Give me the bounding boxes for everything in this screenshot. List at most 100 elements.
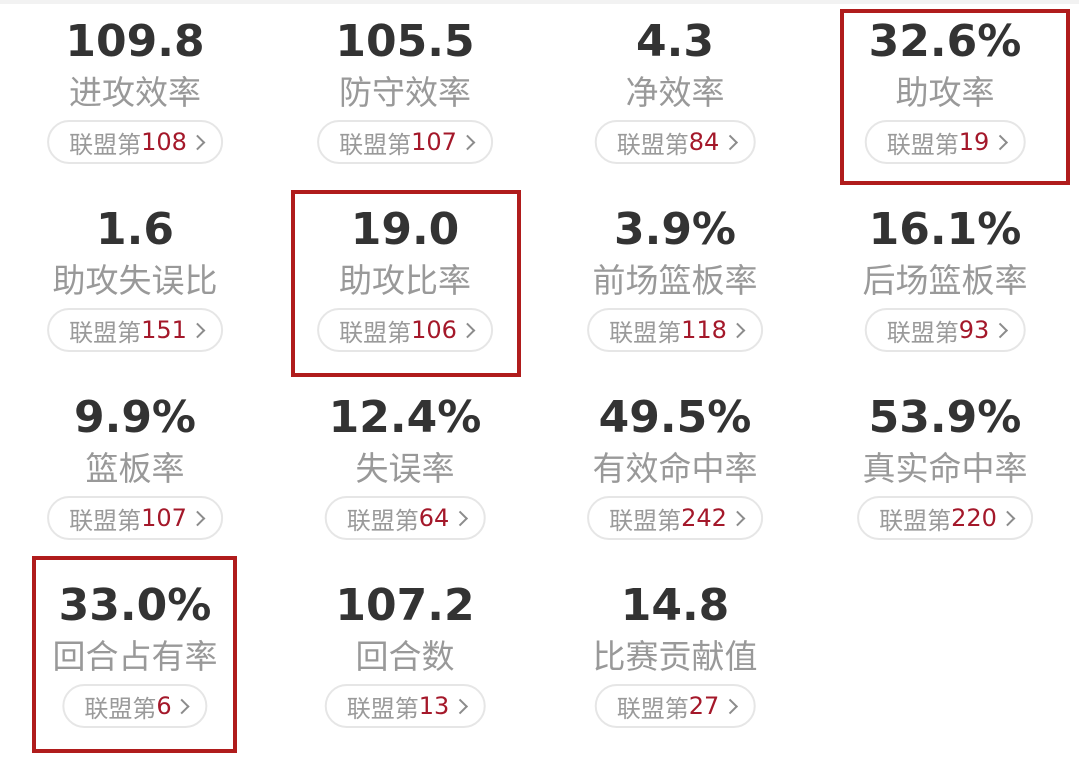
league-rank-button[interactable]: 联盟第 64	[324, 496, 486, 540]
stat-value: 12.4%	[328, 392, 482, 443]
stat-value: 1.6	[96, 204, 174, 255]
rank-number: 220	[951, 504, 997, 532]
stat-value: 53.9%	[868, 392, 1022, 443]
stat-label: 有效命中率	[592, 449, 758, 488]
rank-number: 27	[688, 692, 720, 720]
chevron-right-icon	[451, 510, 468, 527]
league-rank-button[interactable]: 联盟第 107	[317, 120, 493, 164]
stat-card-turnover-rate: 12.4% 失误率 联盟第 64	[270, 376, 540, 564]
league-rank-button[interactable]: 联盟第 6	[62, 684, 208, 728]
rank-number: 106	[411, 316, 457, 344]
stat-label: 失误率	[355, 449, 455, 488]
highlight-box-assist-percentage	[840, 9, 1070, 185]
league-rank-button[interactable]: 联盟第 106	[317, 308, 493, 352]
stat-value: 19.0	[350, 204, 460, 255]
league-rank-button[interactable]: 联盟第 242	[587, 496, 763, 540]
rank-prefix: 联盟第	[616, 694, 689, 723]
chevron-right-icon	[721, 698, 738, 715]
chevron-right-icon	[999, 510, 1016, 527]
chevron-right-icon	[451, 698, 468, 715]
stat-label: 篮板率	[85, 449, 185, 488]
chevron-right-icon	[721, 134, 738, 151]
stat-value: 9.9%	[73, 392, 197, 443]
highlight-box-assist-ratio	[291, 190, 521, 377]
rank-number: 19	[958, 128, 990, 156]
rank-prefix: 联盟第	[69, 506, 142, 535]
league-rank-button[interactable]: 联盟第 19	[864, 120, 1026, 164]
rank-prefix: 联盟第	[339, 318, 412, 347]
stat-card-rebound-rate: 9.9% 篮板率 联盟第 107	[0, 376, 270, 564]
chevron-right-icon	[189, 134, 206, 151]
rank-number: 108	[141, 128, 187, 156]
rank-prefix: 联盟第	[886, 318, 959, 347]
chevron-right-icon	[729, 510, 746, 527]
league-rank-button[interactable]: 联盟第 93	[864, 308, 1026, 352]
rank-number: 151	[141, 316, 187, 344]
stat-card-assist-turnover-ratio: 1.6 助攻失误比 联盟第 151	[0, 188, 270, 376]
league-rank-button[interactable]: 联盟第 107	[47, 496, 223, 540]
rank-prefix: 联盟第	[616, 130, 689, 159]
rank-number: 6	[156, 692, 172, 720]
stat-label: 助攻率	[895, 73, 995, 112]
league-rank-button[interactable]: 联盟第 118	[587, 308, 763, 352]
stat-label: 后场篮板率	[862, 261, 1028, 300]
chevron-right-icon	[189, 510, 206, 527]
stat-card-assist-percentage: 32.6% 助攻率 联盟第 19	[810, 0, 1079, 188]
rank-number: 13	[418, 692, 450, 720]
highlight-box-usage-rate	[32, 556, 237, 753]
stat-label: 回合占有率	[52, 637, 218, 676]
stat-card-true-shooting-pct: 53.9% 真实命中率 联盟第 220	[810, 376, 1079, 564]
stat-label: 防守效率	[339, 73, 471, 112]
stat-card-possessions: 107.2 回合数 联盟第 13	[270, 564, 540, 752]
top-divider	[0, 0, 1079, 4]
chevron-right-icon	[991, 322, 1008, 339]
rank-number: 242	[681, 504, 727, 532]
stat-card-offensive-rebound-rate: 3.9% 前场篮板率 联盟第 118	[540, 188, 810, 376]
rank-number: 107	[411, 128, 457, 156]
stat-label: 助攻失误比	[52, 261, 218, 300]
stat-label: 比赛贡献值	[592, 637, 758, 676]
league-rank-button[interactable]: 联盟第 84	[594, 120, 756, 164]
stat-card-effective-fg-pct: 49.5% 有效命中率 联盟第 242	[540, 376, 810, 564]
stat-card-defensive-rating: 105.5 防守效率 联盟第 107	[270, 0, 540, 188]
rank-number: 118	[681, 316, 727, 344]
chevron-right-icon	[729, 322, 746, 339]
league-rank-button[interactable]: 联盟第 13	[324, 684, 486, 728]
rank-number: 93	[958, 316, 990, 344]
league-rank-button[interactable]: 联盟第 220	[857, 496, 1033, 540]
rank-number: 64	[418, 504, 450, 532]
league-rank-button[interactable]: 联盟第 27	[594, 684, 756, 728]
stat-label: 助攻比率	[339, 261, 471, 300]
stat-value: 105.5	[335, 16, 475, 67]
stat-value: 33.0%	[58, 580, 212, 631]
rank-prefix: 联盟第	[69, 130, 142, 159]
stat-card-defensive-rebound-rate: 16.1% 后场篮板率 联盟第 93	[810, 188, 1079, 376]
rank-prefix: 联盟第	[346, 506, 419, 535]
chevron-right-icon	[459, 134, 476, 151]
stat-value: 109.8	[65, 16, 205, 67]
stat-label: 前场篮板率	[592, 261, 758, 300]
league-rank-button[interactable]: 联盟第 151	[47, 308, 223, 352]
stat-card-offensive-rating: 109.8 进攻效率 联盟第 108	[0, 0, 270, 188]
stat-card-net-rating: 4.3 净效率 联盟第 84	[540, 0, 810, 188]
stat-label: 真实命中率	[862, 449, 1028, 488]
rank-prefix: 联盟第	[84, 694, 157, 723]
stat-value: 107.2	[335, 580, 475, 631]
rank-prefix: 联盟第	[339, 130, 412, 159]
rank-number: 84	[688, 128, 720, 156]
chevron-right-icon	[189, 322, 206, 339]
stat-value: 14.8	[620, 580, 730, 631]
stat-value: 32.6%	[868, 16, 1022, 67]
rank-prefix: 联盟第	[879, 506, 952, 535]
rank-prefix: 联盟第	[609, 506, 682, 535]
rank-prefix: 联盟第	[886, 130, 959, 159]
stat-label: 回合数	[355, 637, 455, 676]
rank-number: 107	[141, 504, 187, 532]
rank-prefix: 联盟第	[609, 318, 682, 347]
stat-value: 4.3	[636, 16, 714, 67]
stat-card-game-contribution: 14.8 比赛贡献值 联盟第 27	[540, 564, 810, 752]
stat-label: 净效率	[625, 73, 725, 112]
stat-card-assist-ratio: 19.0 助攻比率 联盟第 106	[270, 188, 540, 376]
league-rank-button[interactable]: 联盟第 108	[47, 120, 223, 164]
stat-card-usage-rate: 33.0% 回合占有率 联盟第 6	[0, 564, 270, 752]
